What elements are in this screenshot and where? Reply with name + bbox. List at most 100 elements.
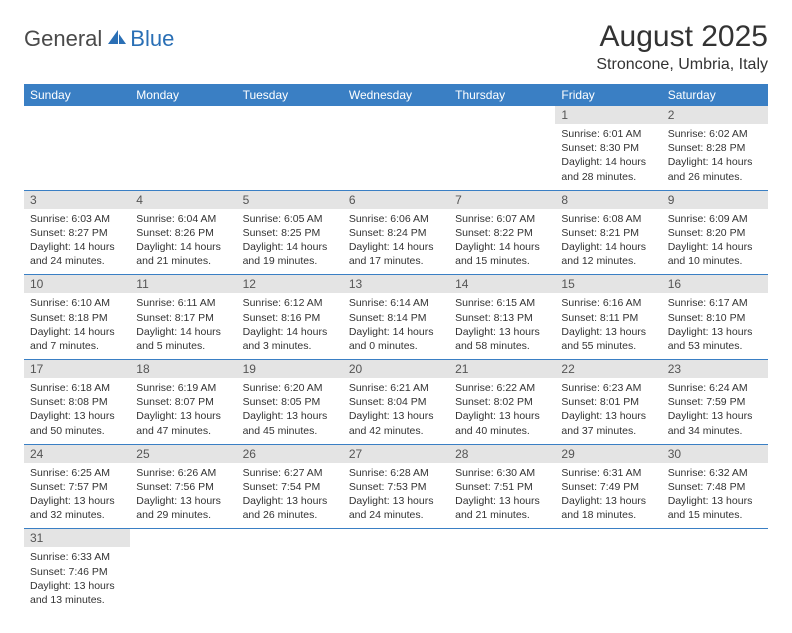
day-cell: 16Sunrise: 6:17 AMSunset: 8:10 PMDayligh… (662, 275, 768, 360)
day-body: Sunrise: 6:10 AMSunset: 8:18 PMDaylight:… (24, 293, 130, 359)
header: General Blue August 2025 Stroncone, Umbr… (24, 20, 768, 74)
week-row: 10Sunrise: 6:10 AMSunset: 8:18 PMDayligh… (24, 275, 768, 360)
day-line: Sunrise: 6:05 AM (243, 212, 337, 226)
day-line: and 55 minutes. (561, 339, 655, 353)
day-line: Sunrise: 6:16 AM (561, 296, 655, 310)
day-line: Sunrise: 6:19 AM (136, 381, 230, 395)
day-line: Sunset: 8:30 PM (561, 141, 655, 155)
day-cell (237, 106, 343, 190)
day-number: 25 (130, 445, 236, 463)
day-cell (237, 529, 343, 613)
day-body: Sunrise: 6:17 AMSunset: 8:10 PMDaylight:… (662, 293, 768, 359)
day-line: Sunset: 7:56 PM (136, 480, 230, 494)
day-body: Sunrise: 6:25 AMSunset: 7:57 PMDaylight:… (24, 463, 130, 529)
day-line: Sunset: 8:13 PM (455, 311, 549, 325)
day-number: 16 (662, 275, 768, 293)
day-line: Daylight: 13 hours (349, 494, 443, 508)
day-body: Sunrise: 6:01 AMSunset: 8:30 PMDaylight:… (555, 124, 661, 190)
day-body: Sunrise: 6:16 AMSunset: 8:11 PMDaylight:… (555, 293, 661, 359)
day-cell: 19Sunrise: 6:20 AMSunset: 8:05 PMDayligh… (237, 360, 343, 445)
day-line: Sunset: 7:48 PM (668, 480, 762, 494)
day-line: Daylight: 14 hours (668, 240, 762, 254)
day-body: Sunrise: 6:24 AMSunset: 7:59 PMDaylight:… (662, 378, 768, 444)
logo-text-general: General (24, 26, 102, 52)
day-line: and 13 minutes. (30, 593, 124, 607)
day-line: Sunrise: 6:01 AM (561, 127, 655, 141)
day-number: 21 (449, 360, 555, 378)
day-number: 2 (662, 106, 768, 124)
day-cell: 1Sunrise: 6:01 AMSunset: 8:30 PMDaylight… (555, 106, 661, 190)
day-number: 10 (24, 275, 130, 293)
col-friday: Friday (555, 84, 661, 106)
day-line: Daylight: 13 hours (30, 494, 124, 508)
day-line: Sunrise: 6:09 AM (668, 212, 762, 226)
day-line: Daylight: 13 hours (668, 494, 762, 508)
day-cell: 21Sunrise: 6:22 AMSunset: 8:02 PMDayligh… (449, 360, 555, 445)
day-line: Sunrise: 6:12 AM (243, 296, 337, 310)
day-cell (343, 529, 449, 613)
day-line: and 26 minutes. (668, 170, 762, 184)
day-line: Sunset: 8:22 PM (455, 226, 549, 240)
day-line: and 26 minutes. (243, 508, 337, 522)
day-line: Daylight: 13 hours (455, 325, 549, 339)
day-number: 5 (237, 191, 343, 209)
day-cell (130, 106, 236, 190)
day-line: Daylight: 14 hours (349, 325, 443, 339)
day-cell: 31Sunrise: 6:33 AMSunset: 7:46 PMDayligh… (24, 529, 130, 613)
day-number: 17 (24, 360, 130, 378)
day-line: Sunrise: 6:18 AM (30, 381, 124, 395)
day-line: and 0 minutes. (349, 339, 443, 353)
day-cell: 11Sunrise: 6:11 AMSunset: 8:17 PMDayligh… (130, 275, 236, 360)
day-cell: 7Sunrise: 6:07 AMSunset: 8:22 PMDaylight… (449, 190, 555, 275)
day-body: Sunrise: 6:27 AMSunset: 7:54 PMDaylight:… (237, 463, 343, 529)
day-line: Sunrise: 6:25 AM (30, 466, 124, 480)
day-line: Sunset: 8:17 PM (136, 311, 230, 325)
day-line: Daylight: 13 hours (455, 494, 549, 508)
day-number: 7 (449, 191, 555, 209)
day-body: Sunrise: 6:07 AMSunset: 8:22 PMDaylight:… (449, 209, 555, 275)
day-number: 6 (343, 191, 449, 209)
day-line: and 12 minutes. (561, 254, 655, 268)
day-line: Sunset: 8:04 PM (349, 395, 443, 409)
day-line: Sunrise: 6:06 AM (349, 212, 443, 226)
day-number: 18 (130, 360, 236, 378)
day-line: Daylight: 14 hours (561, 155, 655, 169)
day-line: Sunset: 8:25 PM (243, 226, 337, 240)
day-line: and 47 minutes. (136, 424, 230, 438)
day-line: and 53 minutes. (668, 339, 762, 353)
day-line: Sunrise: 6:22 AM (455, 381, 549, 395)
day-cell (662, 529, 768, 613)
day-line: Sunrise: 6:03 AM (30, 212, 124, 226)
day-cell (449, 106, 555, 190)
day-line: Sunset: 7:49 PM (561, 480, 655, 494)
day-line: Daylight: 14 hours (561, 240, 655, 254)
day-line: Sunrise: 6:08 AM (561, 212, 655, 226)
day-body: Sunrise: 6:21 AMSunset: 8:04 PMDaylight:… (343, 378, 449, 444)
day-line: Sunset: 7:57 PM (30, 480, 124, 494)
title-block: August 2025 Stroncone, Umbria, Italy (596, 20, 768, 74)
day-line: Sunset: 8:07 PM (136, 395, 230, 409)
day-body: Sunrise: 6:33 AMSunset: 7:46 PMDaylight:… (24, 547, 130, 613)
day-line: and 34 minutes. (668, 424, 762, 438)
day-line: Sunrise: 6:28 AM (349, 466, 443, 480)
day-line: Sunset: 8:14 PM (349, 311, 443, 325)
day-cell: 13Sunrise: 6:14 AMSunset: 8:14 PMDayligh… (343, 275, 449, 360)
day-line: Daylight: 13 hours (30, 409, 124, 423)
day-number: 9 (662, 191, 768, 209)
day-cell: 27Sunrise: 6:28 AMSunset: 7:53 PMDayligh… (343, 444, 449, 529)
day-line: and 40 minutes. (455, 424, 549, 438)
day-body: Sunrise: 6:05 AMSunset: 8:25 PMDaylight:… (237, 209, 343, 275)
day-cell: 24Sunrise: 6:25 AMSunset: 7:57 PMDayligh… (24, 444, 130, 529)
day-line: Sunrise: 6:26 AM (136, 466, 230, 480)
day-cell (24, 106, 130, 190)
day-line: and 21 minutes. (455, 508, 549, 522)
day-line: Sunrise: 6:24 AM (668, 381, 762, 395)
week-row: 3Sunrise: 6:03 AMSunset: 8:27 PMDaylight… (24, 190, 768, 275)
day-cell: 29Sunrise: 6:31 AMSunset: 7:49 PMDayligh… (555, 444, 661, 529)
day-number: 27 (343, 445, 449, 463)
day-line: Sunset: 8:26 PM (136, 226, 230, 240)
day-cell: 30Sunrise: 6:32 AMSunset: 7:48 PMDayligh… (662, 444, 768, 529)
day-line: and 28 minutes. (561, 170, 655, 184)
day-number: 19 (237, 360, 343, 378)
day-line: Sunrise: 6:20 AM (243, 381, 337, 395)
